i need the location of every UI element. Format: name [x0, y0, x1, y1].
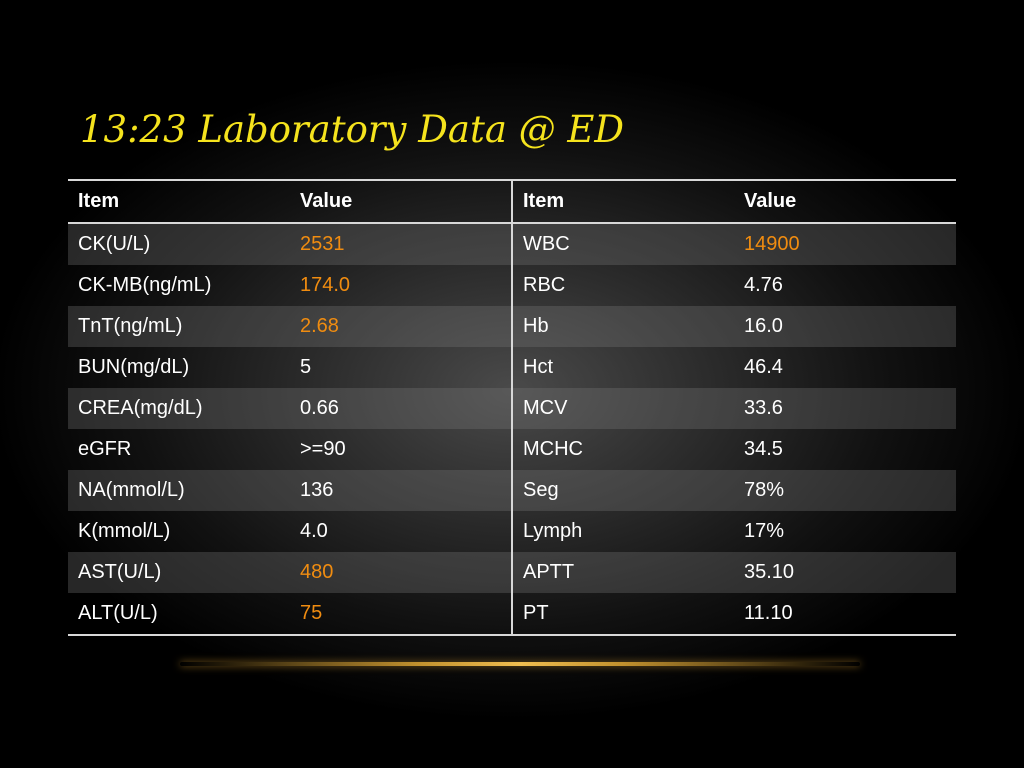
cell-value-left: 2.68 [290, 306, 512, 347]
table-row: CREA(mg/dL) 0.66 MCV 33.6 [68, 388, 956, 429]
cell-item-left: eGFR [78, 438, 132, 460]
cell-value-right: 14900 [734, 223, 956, 265]
cell-value-right: 78% [734, 470, 956, 511]
cell-value-left: 5 [300, 356, 312, 378]
cell-value-right: 11.10 [744, 602, 793, 624]
table-row: ALT(U/L) 75 PT 11.10 [68, 593, 956, 635]
table-row: CK(U/L) 2531 WBC 14900 [68, 223, 956, 265]
cell-item-left: ALT(U/L) [78, 602, 158, 624]
decorative-divider-line [180, 662, 860, 666]
cell-item-left: AST(U/L) [68, 552, 290, 593]
cell-item-left: BUN(mg/dL) [78, 356, 190, 378]
table-row: BUN(mg/dL) 5 Hct 46.4 [68, 347, 956, 388]
table-row: NA(mmol/L) 136 Seg 78% [68, 470, 956, 511]
cell-item-right: Hb [511, 306, 734, 347]
cell-item-left: K(mmol/L) [78, 520, 171, 542]
cell-item-left: CK-MB(ng/mL) [78, 274, 212, 296]
table-row: CK-MB(ng/mL) 174.0 RBC 4.76 [68, 265, 956, 306]
table-row: AST(U/L) 480 APTT 35.10 [68, 552, 956, 593]
cell-value-right: 46.4 [744, 356, 783, 378]
cell-item-right: APTT [511, 552, 734, 593]
cell-value-right: 33.6 [734, 388, 956, 429]
cell-value-left: 136 [290, 470, 512, 511]
header-item-right: Item [511, 180, 734, 224]
header-item-left: Item [68, 180, 290, 224]
cell-item-right: WBC [511, 223, 734, 265]
cell-item-left: CREA(mg/dL) [68, 388, 290, 429]
cell-value-left: >=90 [300, 438, 346, 460]
cell-value-left: 4.0 [300, 520, 328, 542]
cell-value-right: 4.76 [744, 274, 783, 296]
header-value-left: Value [290, 180, 512, 224]
cell-value-right: 17% [744, 520, 785, 542]
header-value-right: Value [734, 180, 956, 224]
cell-value-left: 2531 [290, 223, 512, 265]
cell-value-left: 75 [300, 602, 323, 624]
table-header-row: Item Value Item Value [68, 180, 956, 224]
cell-item-left: CK(U/L) [68, 223, 290, 265]
cell-item-right: MCV [511, 388, 734, 429]
table-row: K(mmol/L) 4.0 Lymph 17% [68, 511, 956, 552]
table-row: eGFR >=90 MCHC 34.5 [68, 429, 956, 470]
cell-item-right: Seg [511, 470, 734, 511]
cell-item-left: TnT(ng/mL) [68, 306, 290, 347]
cell-item-right: PT [511, 593, 734, 635]
cell-value-left: 0.66 [290, 388, 512, 429]
cell-value-right: 34.5 [744, 438, 783, 460]
cell-value-left: 174.0 [300, 274, 351, 296]
lab-data-table: Item Value Item Value CK(U/L) 2531 WBC 1490… [68, 179, 956, 636]
slide-title: 13:23 Laboratory Data @ ED [80, 108, 625, 151]
table-row: TnT(ng/mL) 2.68 Hb 16.0 [68, 306, 956, 347]
cell-item-right: Lymph [511, 511, 734, 552]
cell-value-right: 16.0 [734, 306, 956, 347]
cell-item-right: Hct [511, 347, 734, 388]
cell-item-left: NA(mmol/L) [68, 470, 290, 511]
cell-item-right: MCHC [511, 429, 734, 470]
table-body: CK(U/L) 2531 WBC 14900 CK-MB(ng/mL) 174.0 RBC 4… [68, 223, 956, 635]
cell-item-right: RBC [511, 265, 734, 306]
cell-value-right: 35.10 [734, 552, 956, 593]
cell-value-left: 480 [290, 552, 512, 593]
